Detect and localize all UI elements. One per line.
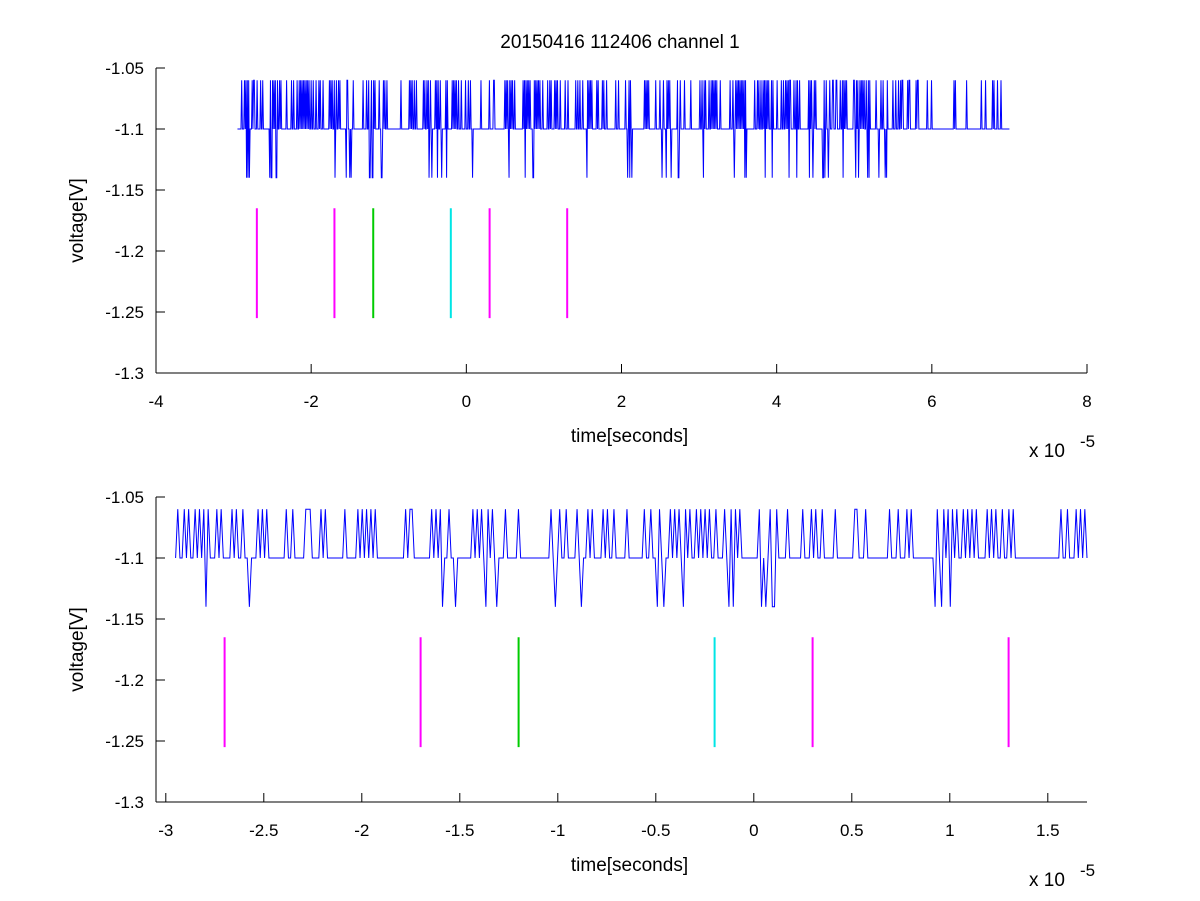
y-axis-label: voltage[V] — [67, 607, 88, 692]
x-tick-label: 0.5 — [840, 821, 864, 840]
y-tick-label: -1.1 — [115, 549, 144, 568]
x-tick-label: -2.5 — [249, 821, 278, 840]
y-tick-label: -1.2 — [115, 242, 144, 261]
x-tick-label: 8 — [1082, 392, 1091, 411]
x-axis-label: time[seconds] — [571, 855, 688, 876]
x-tick-label: 1.5 — [1036, 821, 1060, 840]
x-tick-label: 2 — [617, 392, 626, 411]
x-tick-label: -2 — [354, 821, 369, 840]
voltage-signal-line — [237, 79, 1010, 179]
y-tick-label: -1.25 — [105, 303, 144, 322]
x-tick-label: 6 — [927, 392, 936, 411]
x-exponent-label: x 10 — [1029, 441, 1065, 462]
x-tick-label: 4 — [772, 392, 781, 411]
x-tick-label: -1.5 — [445, 821, 474, 840]
y-tick-label: -1.25 — [105, 732, 144, 751]
figure-title: 20150416 112406 channel 1 — [500, 32, 740, 53]
x-axis-label: time[seconds] — [571, 426, 688, 447]
x-tick-label: 0 — [462, 392, 471, 411]
x-tick-label: 0 — [749, 821, 758, 840]
x-exponent-value: -5 — [1080, 432, 1095, 451]
bottom-plot-panel: -1.05 -1.1 -1.15 -1.2 -1.25 -1.3 -3 -2.5 -2 -1.5 -… — [67, 488, 1095, 891]
x-exponent-label: x 10 — [1029, 870, 1065, 891]
y-tick-label: -1.15 — [105, 181, 144, 200]
x-exponent-value: -5 — [1080, 861, 1095, 880]
y-tick-label: -1.1 — [115, 120, 144, 139]
x-tick-label: -0.5 — [641, 821, 670, 840]
x-tick-label: -2 — [304, 392, 319, 411]
x-tick-label: -1 — [550, 821, 565, 840]
x-tick-label: -3 — [158, 821, 173, 840]
y-tick-label: -1.05 — [105, 488, 144, 507]
voltage-signal-line — [175, 508, 1088, 608]
y-tick-label: -1.05 — [105, 59, 144, 78]
y-tick-label: -1.2 — [115, 671, 144, 690]
top-plot-panel: -1.05 -1.1 -1.15 -1.2 -1.25 -1.3-4 -2 0 2 4 6 8 time… — [67, 59, 1095, 462]
x-tick-label: -4 — [148, 392, 163, 411]
y-axis-label: voltage[V] — [67, 178, 88, 263]
y-tick-label: -1.3 — [115, 364, 144, 383]
x-tick-label: 1 — [945, 821, 954, 840]
y-tick-label: -1.3 — [115, 793, 144, 812]
y-tick-label: -1.15 — [105, 610, 144, 629]
